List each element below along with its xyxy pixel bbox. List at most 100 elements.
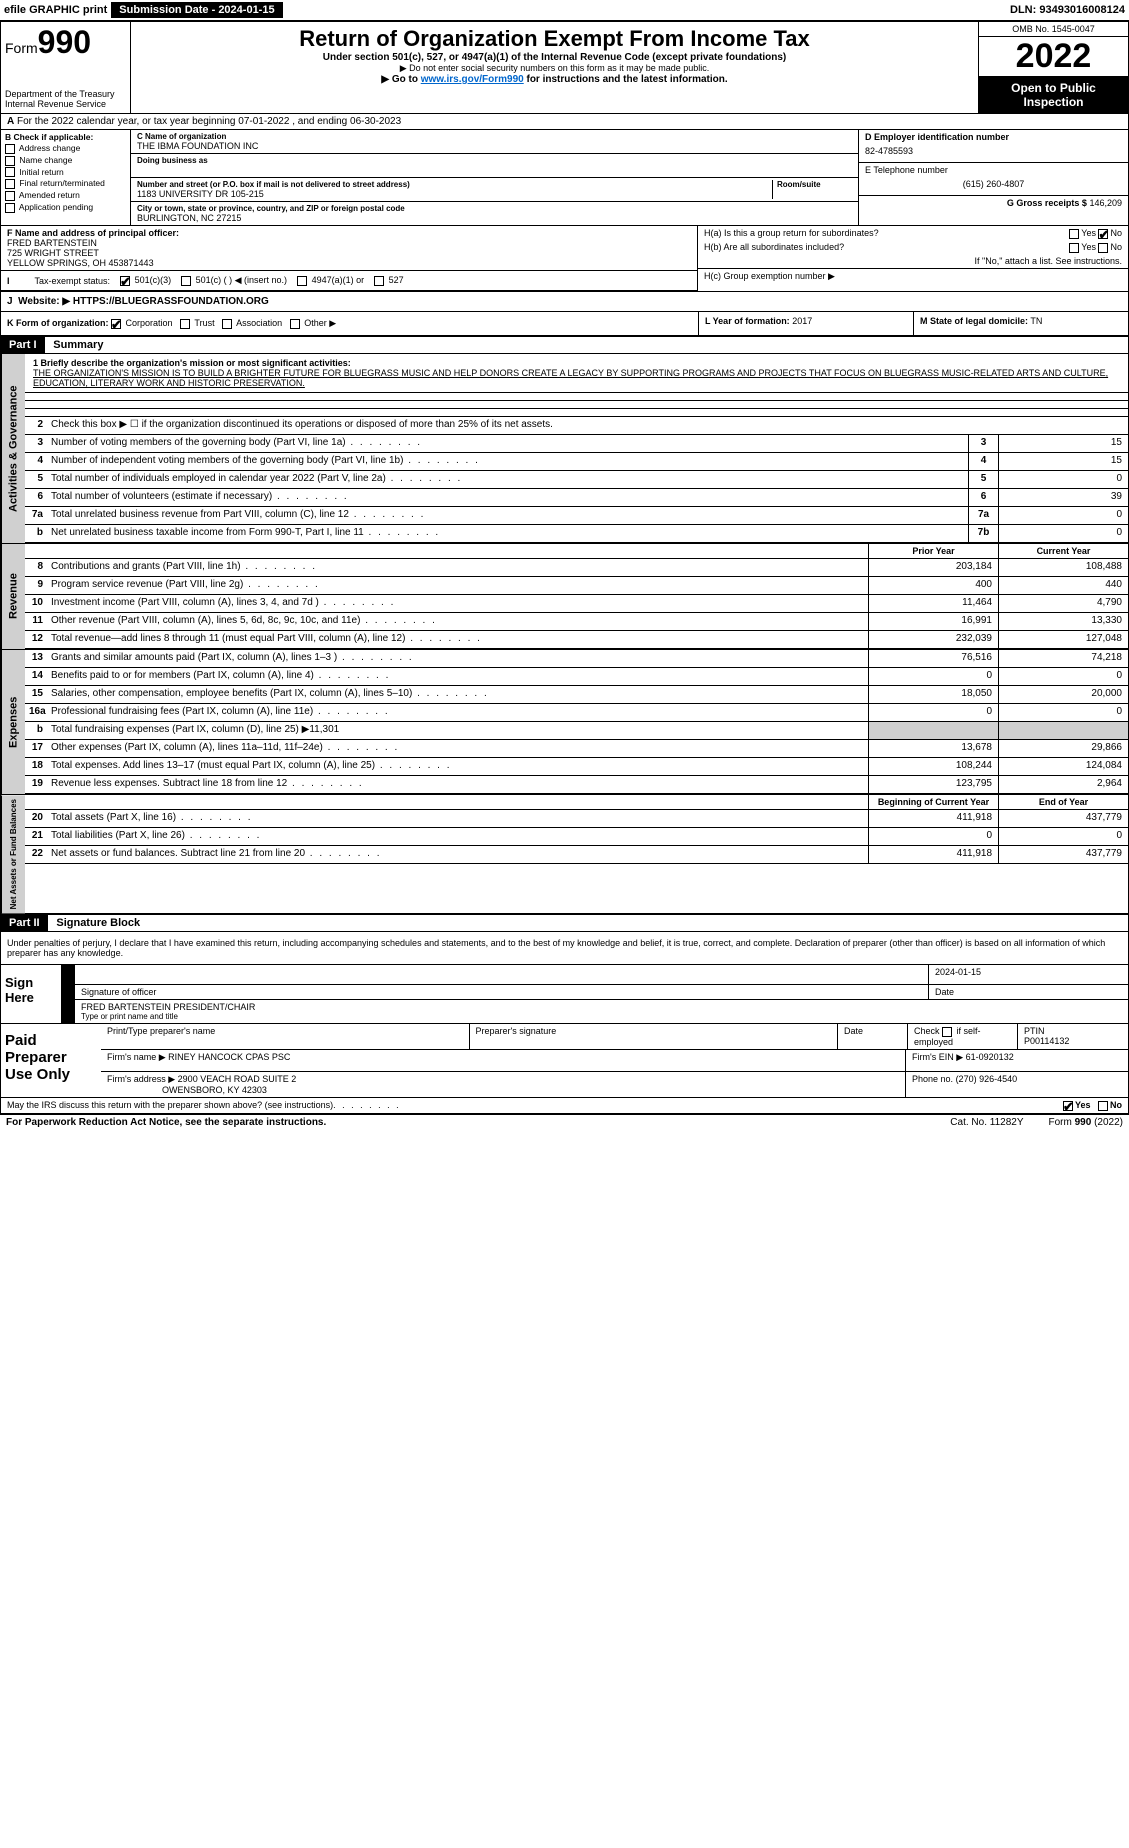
submission-date-button[interactable]: Submission Date - 2024-01-15 (111, 2, 282, 18)
paid-preparer-section: Paid Preparer Use Only Print/Type prepar… (1, 1024, 1128, 1098)
discuss-text: May the IRS discuss this return with the… (7, 1100, 333, 1110)
form-container: Form990 Department of the Treasury Inter… (0, 21, 1129, 1115)
chk-amended-return[interactable]: Amended return (5, 190, 126, 201)
paid-right: Print/Type preparer's name Preparer's si… (101, 1024, 1128, 1097)
table-row: 5 Total number of individuals employed i… (25, 471, 1128, 489)
officer-street: 725 WRIGHT STREET (7, 248, 99, 258)
ha-no[interactable] (1098, 229, 1108, 239)
row-num: b (25, 722, 47, 739)
row-value: 0 (998, 507, 1128, 524)
table-row: 22 Net assets or fund balances. Subtract… (25, 846, 1128, 864)
row-num: 16a (25, 704, 47, 721)
discuss-yes[interactable] (1063, 1101, 1073, 1111)
arrow-icon (61, 985, 75, 999)
current-value: 29,866 (998, 740, 1128, 757)
m-value: TN (1030, 316, 1042, 326)
hb-row: H(b) Are all subordinates included? Yes … (698, 240, 1128, 254)
row-num: 3 (25, 435, 47, 452)
irs-link[interactable]: www.irs.gov/Form990 (421, 74, 524, 85)
row-box: 4 (968, 453, 998, 470)
current-value: 13,330 (998, 613, 1128, 630)
hb-no[interactable] (1098, 243, 1108, 253)
chk-final-return[interactable]: Final return/terminated (5, 178, 126, 189)
lower-info: F Name and address of principal officer:… (1, 226, 1128, 292)
table-row: 17 Other expenses (Part IX, column (A), … (25, 740, 1128, 758)
chk-other[interactable]: Other ▶ (290, 318, 336, 328)
current-value: 0 (998, 704, 1128, 721)
chk-501c[interactable]: 501(c) ( ) ◀ (insert no.) (181, 275, 287, 286)
tax-year: 2022 (979, 37, 1128, 77)
discuss-no[interactable] (1098, 1101, 1108, 1111)
row-desc: Total fundraising expenses (Part IX, col… (47, 722, 868, 739)
row-num: 18 (25, 758, 47, 775)
form-ref: Form 990 (2022) (1049, 1117, 1123, 1128)
chk-trust[interactable]: Trust (180, 318, 215, 328)
form-990-number: 990 (38, 24, 91, 60)
row-desc: Total number of volunteers (estimate if … (47, 489, 968, 506)
row-desc: Grants and similar amounts paid (Part IX… (47, 650, 868, 667)
tax-exempt-row: I Tax-exempt status: 501(c)(3) 501(c) ( … (1, 271, 697, 291)
prior-value: 13,678 (868, 740, 998, 757)
ha-yes[interactable] (1069, 229, 1079, 239)
sig-row-blank: 2024-01-15 (61, 965, 1128, 985)
chk-self-employed[interactable] (942, 1027, 952, 1037)
current-value: 2,964 (998, 776, 1128, 793)
row-desc: Total unrelated business revenue from Pa… (47, 507, 968, 524)
table-row: 14 Benefits paid to or for members (Part… (25, 668, 1128, 686)
firm-phone: (270) 926-4540 (956, 1074, 1018, 1084)
opt-label: Other ▶ (304, 318, 336, 328)
ha-label: H(a) Is this a group return for subordin… (704, 228, 879, 238)
revenue-body: Prior Year Current Year 8 Contributions … (25, 544, 1128, 649)
city-label: City or town, state or province, country… (137, 204, 852, 213)
note2-suffix: for instructions and the latest informat… (524, 74, 728, 85)
check-label: Check (914, 1026, 940, 1036)
chk-association[interactable]: Association (222, 318, 282, 328)
self-employed-cell: Check if self-employed (908, 1024, 1018, 1049)
street-address: 1183 UNIVERSITY DR 105-215 (137, 189, 772, 199)
row-num: 19 (25, 776, 47, 793)
prior-value: 0 (868, 668, 998, 685)
part2-title: Signature Block (50, 915, 146, 931)
row-num: 22 (25, 846, 47, 863)
prior-year-header: Prior Year (868, 544, 998, 558)
row-desc: Number of independent voting members of … (47, 453, 968, 470)
netassets-header: Beginning of Current Year End of Year (25, 795, 1128, 810)
row-num: 4 (25, 453, 47, 470)
chk-initial-return[interactable]: Initial return (5, 167, 126, 178)
chk-501c3[interactable]: 501(c)(3) (120, 275, 171, 286)
netassets-section: Net Assets or Fund Balances Beginning of… (1, 795, 1128, 915)
row-value: 0 (998, 471, 1128, 488)
discuss-answers: Yes No (1063, 1100, 1122, 1111)
row-value: 15 (998, 453, 1128, 470)
sign-here-label: Sign Here (1, 965, 61, 1023)
signer-name: FRED BARTENSTEIN PRESIDENT/CHAIR (81, 1002, 1122, 1012)
hb-yes[interactable] (1069, 243, 1079, 253)
chk-4947[interactable]: 4947(a)(1) or (297, 275, 364, 286)
line-a-text: For the 2022 calendar year, or tax year … (17, 116, 401, 127)
firm-name: RINEY HANCOCK CPAS PSC (168, 1052, 290, 1062)
current-value: 74,218 (998, 650, 1128, 667)
current-year-header: Current Year (998, 544, 1128, 558)
l-value: 2017 (792, 316, 812, 326)
revenue-header: Prior Year Current Year (25, 544, 1128, 559)
chk-name-change[interactable]: Name change (5, 155, 126, 166)
chk-527[interactable]: 527 (374, 275, 404, 286)
row-box: 5 (968, 471, 998, 488)
org-name-cell: C Name of organization THE IBMA FOUNDATI… (131, 130, 858, 154)
ptin-label: PTIN (1024, 1026, 1045, 1036)
chk-application-pending[interactable]: Application pending (5, 202, 126, 213)
discuss-row: May the IRS discuss this return with the… (1, 1098, 1128, 1114)
chk-address-change[interactable]: Address change (5, 143, 126, 154)
mission-text: THE ORGANIZATION'S MISSION IS TO BUILD A… (33, 368, 1108, 388)
firm-name-row: Firm's name ▶ RINEY HANCOCK CPAS PSC Fir… (101, 1050, 1128, 1072)
chk-label: Amended return (19, 190, 80, 200)
sign-date: 2024-01-15 (928, 965, 1128, 984)
chk-corporation[interactable]: Corporation (111, 318, 173, 328)
row-num: 17 (25, 740, 47, 757)
blank-line (25, 401, 1128, 409)
open-public-badge: Open to Public Inspection (979, 77, 1128, 113)
governance-body: 1 Briefly describe the organization's mi… (25, 354, 1128, 543)
firm-ein: 61-0920132 (966, 1052, 1014, 1062)
end-year-header: End of Year (998, 795, 1128, 809)
governance-side-label: Activities & Governance (1, 354, 25, 543)
